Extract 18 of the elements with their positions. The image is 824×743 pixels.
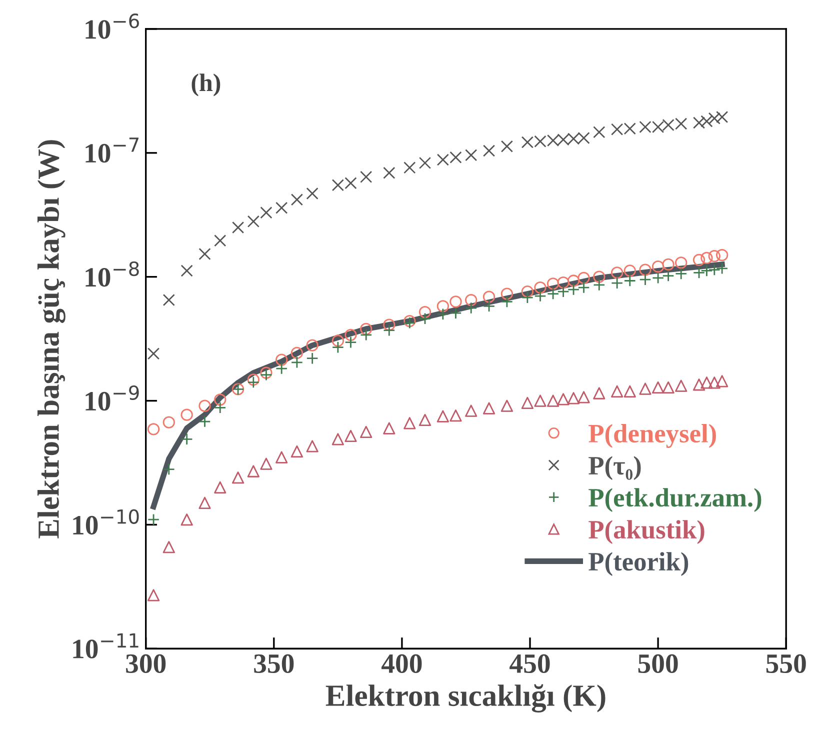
y-axis-title: Elektron başına güç kaybı (W)	[37, 140, 66, 538]
legend-label: P(akustik)	[588, 520, 704, 544]
x-tick-label: 550	[766, 654, 806, 674]
legend-label: P(teorik)	[588, 552, 688, 576]
legend-label: P(deneysel)	[588, 424, 716, 448]
y-tick-label: 10$^{−10}$	[73, 509, 139, 535]
annotation: (h)	[192, 74, 220, 96]
x-tick-label: 400	[381, 654, 422, 674]
x-tick-label: 450	[510, 654, 550, 674]
x-tick-label: 350	[254, 654, 294, 674]
x-axis-title: Elektron sıcaklığı (K)	[326, 684, 606, 713]
x-tick-label: 500	[638, 654, 678, 674]
y-tick-label: 10$^{−7}$	[86, 138, 139, 163]
legend-label: P(τ₀)	[588, 456, 641, 480]
y-tick-label: 10$^{−6}$	[86, 14, 139, 39]
y-tick-label: 10$^{−9}$	[86, 385, 139, 411]
y-tick-label: 10$^{−8}$	[86, 261, 139, 287]
legend-label: P(etk.dur.zam.)	[588, 488, 762, 512]
